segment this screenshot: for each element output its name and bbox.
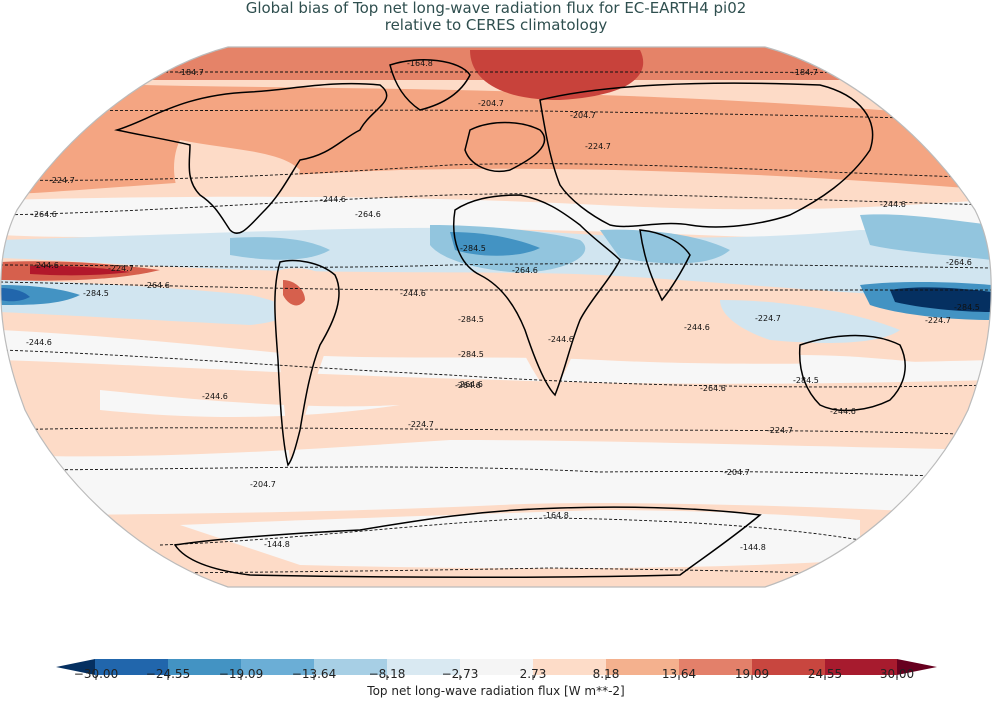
contour-label: -264.6 xyxy=(512,266,538,275)
colorbar-tick: 8.18 xyxy=(592,667,620,681)
colorbar-tick: 30.00 xyxy=(879,667,915,681)
colorbar-tick: 19.09 xyxy=(734,667,770,681)
contour-label: -264.6 xyxy=(355,210,381,219)
contour-label: -284.5 xyxy=(458,315,484,324)
contour-label: -244.6 xyxy=(684,323,710,332)
contour-label: -164.8 xyxy=(543,511,569,520)
colorbar-ticks: −30.00 −24.55 −19.09 −13.64 −8.18 −2.73 … xyxy=(0,667,992,683)
contour-label: -184.7 xyxy=(792,68,818,77)
contour-label: -144.8 xyxy=(264,540,290,549)
colorbar xyxy=(56,659,937,680)
colorbar-tick: −2.73 xyxy=(441,667,479,681)
contour-label: -284.5 xyxy=(460,244,486,253)
contour-label: -264.6 xyxy=(946,258,972,267)
bias-map: -184.7 -164.8 -184.7 -204.7 -204.7 -224.… xyxy=(0,46,992,588)
contour-label: -204.7 xyxy=(724,468,750,477)
contour-label: -244.6 xyxy=(548,335,574,344)
contour-label: -224.7 xyxy=(755,314,781,323)
colorbar-tick: −24.55 xyxy=(145,667,191,681)
colorbar-tick: −19.09 xyxy=(218,667,264,681)
colorbar-tick: −8.18 xyxy=(368,667,406,681)
contour-label: -184.7 xyxy=(178,68,204,77)
contour-label: -224.7 xyxy=(585,142,611,151)
contour-labels: -184.7 -164.8 -184.7 -204.7 -204.7 -224.… xyxy=(26,59,980,552)
contour-label: -224.7 xyxy=(408,420,434,429)
colorbar-extend-min xyxy=(56,659,95,675)
contour-label: -204.7 xyxy=(478,99,504,108)
contour-label: -244.6 xyxy=(830,407,856,416)
contour-label: -264.6 xyxy=(455,381,481,390)
contour-label: -264.6 xyxy=(144,281,170,290)
colorbar-tick: 2.73 xyxy=(519,667,547,681)
contour-label: -224.7 xyxy=(767,426,793,435)
chart-title-line2: relative to CERES climatology xyxy=(384,16,608,34)
contour-label: -244.6 xyxy=(26,338,52,347)
contour-label: -264.6 xyxy=(457,380,483,389)
chart-title: Global bias of Top net long-wave radiati… xyxy=(0,0,992,34)
contour-label: -264.6 xyxy=(31,210,57,219)
contour-label: -164.8 xyxy=(407,59,433,68)
colorbar-extend-max xyxy=(897,659,937,675)
contour-label: -144.8 xyxy=(740,543,766,552)
contour-label: -284.5 xyxy=(793,376,819,385)
colorbar-label: Top net long-wave radiation flux [W m**-… xyxy=(367,684,625,698)
colorbar-tick: −30.00 xyxy=(73,667,119,681)
contour-label: -244.6 xyxy=(33,261,59,270)
contour-label: -204.7 xyxy=(570,111,596,120)
contour-label: -204.7 xyxy=(250,480,276,489)
colorbar-tick: 13.64 xyxy=(661,667,697,681)
contour-label: -224.7 xyxy=(108,264,134,273)
contour-label: -264.6 xyxy=(700,384,726,393)
contour-label: -244.6 xyxy=(880,200,906,209)
map-fill xyxy=(0,47,992,587)
contour-label: -244.6 xyxy=(202,392,228,401)
contour-label: -244.6 xyxy=(320,195,346,204)
contour-label: -244.6 xyxy=(400,289,426,298)
colorbar-tick: −13.64 xyxy=(291,667,337,681)
coastlines xyxy=(114,59,906,578)
contour-label: -224.7 xyxy=(49,176,75,185)
contour-label: -284.5 xyxy=(83,289,109,298)
contour-lines xyxy=(0,71,992,576)
chart-title-line1: Global bias of Top net long-wave radiati… xyxy=(245,0,747,17)
contour-label: -284.5 xyxy=(954,303,980,312)
contour-label: -284.5 xyxy=(458,350,484,359)
contour-label: -224.7 xyxy=(925,316,951,325)
map-outline xyxy=(0,46,992,588)
colorbar-tick: 24.55 xyxy=(807,667,843,681)
